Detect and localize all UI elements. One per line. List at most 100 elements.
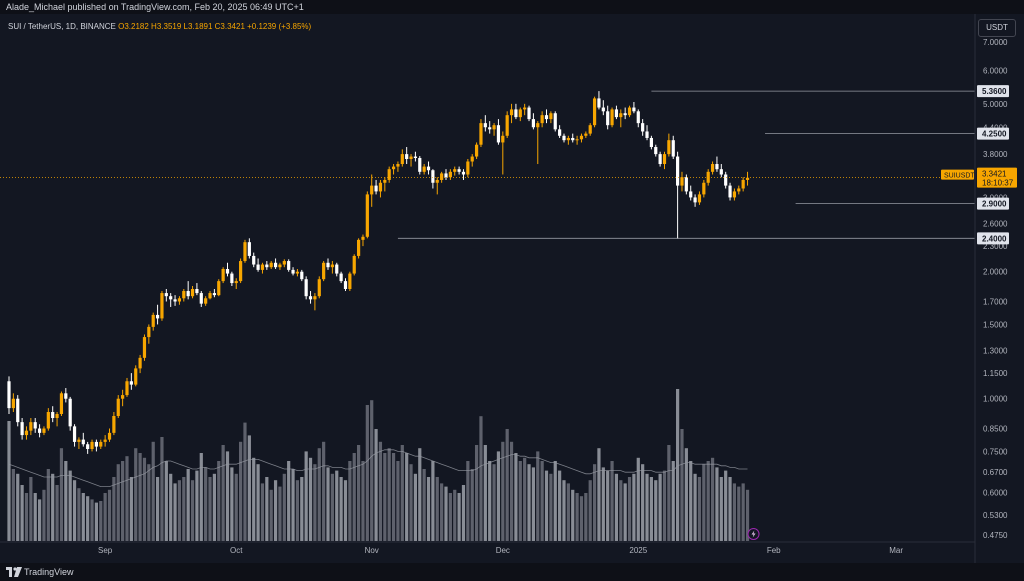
candle-body xyxy=(278,264,282,268)
candle-body xyxy=(55,413,59,419)
candle-body xyxy=(619,113,623,118)
candle-body xyxy=(72,426,77,442)
level-price-tag xyxy=(977,232,1009,245)
volume-bar xyxy=(584,493,588,541)
volume-bar xyxy=(55,485,59,541)
volume-bar xyxy=(308,457,313,541)
candle-body xyxy=(134,368,138,385)
candle-body xyxy=(676,156,680,186)
candle-body xyxy=(536,123,540,128)
price-tick-label: 5.0000 xyxy=(983,100,1008,109)
price-axis[interactable]: 7.00006.00005.00004.40003.80003.00002.60… xyxy=(974,14,1024,563)
candle-body xyxy=(239,261,243,282)
candle-body xyxy=(444,173,448,178)
volume-bar xyxy=(702,464,706,541)
volume-bar xyxy=(601,467,605,541)
candle-body xyxy=(697,194,702,203)
volume-bar xyxy=(527,464,531,541)
candle-body xyxy=(684,177,688,192)
candle-body xyxy=(614,109,619,118)
volume-bar xyxy=(37,499,42,541)
volume-bar xyxy=(654,480,658,541)
volume-bar xyxy=(287,461,291,541)
tradingview-logo-icon xyxy=(6,567,22,577)
volume-bar xyxy=(103,493,107,541)
candle-body xyxy=(426,166,431,171)
price-tick-label: 1.3000 xyxy=(983,347,1008,356)
candle-body xyxy=(606,111,610,126)
volume-bar xyxy=(662,470,667,541)
price-tick-label: 0.5300 xyxy=(983,511,1008,520)
candle-body xyxy=(732,191,737,198)
candle-body xyxy=(396,164,400,167)
candle-body xyxy=(409,156,413,160)
volume-bar xyxy=(614,473,619,541)
volume-bar xyxy=(453,489,457,541)
volume-bar xyxy=(540,461,544,541)
candle-body xyxy=(571,137,575,141)
volume-bar xyxy=(90,499,94,541)
volume-bar xyxy=(225,451,230,541)
level-price-label: 5.3600 xyxy=(982,87,1007,96)
time-axis[interactable]: Sep Oct Nov Dec 2025 Feb Mar xyxy=(0,541,975,555)
candle-body xyxy=(601,107,605,112)
volume-bar xyxy=(641,464,645,541)
candle-body xyxy=(531,119,535,128)
volume-bar xyxy=(11,469,15,541)
volume-bar xyxy=(234,473,238,541)
price-chart[interactable]: SUIUSDT 7.00006.00005.00004.40003.80003.… xyxy=(0,14,1024,563)
candle-body xyxy=(20,422,24,436)
volume-bar xyxy=(553,461,557,541)
price-axis-background xyxy=(975,14,1024,563)
candle-body xyxy=(16,398,20,423)
candle-body xyxy=(186,291,190,297)
candle-body xyxy=(177,298,182,302)
candle-body xyxy=(129,381,133,385)
volume-bar xyxy=(571,489,575,541)
volume-bar xyxy=(544,470,549,541)
candle-body xyxy=(103,439,107,442)
currency-button[interactable]: USDT xyxy=(978,19,1016,37)
candle-body xyxy=(719,169,723,175)
publisher-bar: Alade_Michael published on TradingView.c… xyxy=(0,0,1024,14)
volume-bar xyxy=(426,477,431,541)
price-tick-label: 7.0000 xyxy=(983,38,1008,47)
countdown-label: 18:10:37 xyxy=(982,179,1014,188)
price-tick-label: 0.8500 xyxy=(983,424,1008,433)
volume-bar xyxy=(741,483,745,541)
current-price-tag xyxy=(977,167,1017,188)
candle-body xyxy=(741,179,745,189)
volume-bar xyxy=(724,470,728,541)
volume-bar xyxy=(509,441,514,541)
price-tick-label: 2.6000 xyxy=(983,220,1008,229)
candle-body xyxy=(658,154,662,165)
candle-body xyxy=(483,123,487,128)
candle-body xyxy=(680,177,684,186)
candle-body xyxy=(313,296,317,300)
candle-body xyxy=(173,299,177,302)
candle-body xyxy=(112,416,116,433)
lightning-icon[interactable] xyxy=(747,528,760,540)
candle-body xyxy=(121,395,125,399)
volume-bar xyxy=(575,493,579,541)
ohlc-values: O3.2182 H3.3519 L3.1891 C3.3421 +0.1239 … xyxy=(118,22,312,31)
volume-bar xyxy=(357,445,361,541)
volume-bar xyxy=(190,480,195,541)
volume-bar xyxy=(374,429,378,541)
volume-bar xyxy=(409,464,413,541)
volume-bar xyxy=(304,451,308,541)
candle-body xyxy=(260,264,265,270)
candle-body xyxy=(24,430,29,436)
volume-bar xyxy=(16,473,20,541)
volume-bar xyxy=(195,470,199,541)
candle-body xyxy=(295,271,300,274)
volume-bar xyxy=(658,473,662,541)
candle-body xyxy=(99,441,103,447)
volume-bar xyxy=(562,480,566,541)
time-tick-label: Sep xyxy=(98,546,113,555)
volume-bar xyxy=(400,445,404,541)
candle-body xyxy=(343,281,348,289)
volume-bar xyxy=(619,480,623,541)
volume-bar xyxy=(20,485,24,541)
volume-bar xyxy=(282,473,286,541)
